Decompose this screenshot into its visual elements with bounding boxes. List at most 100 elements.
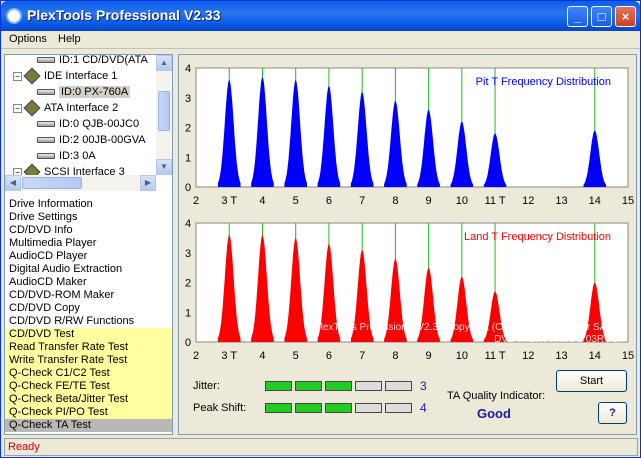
function-item[interactable]: CD/DVD Copy [9, 302, 80, 314]
tree-drive[interactable]: ID:2 00JB-00GVA [37, 132, 146, 148]
collapse-icon[interactable]: − [13, 71, 22, 81]
distribution-peak [284, 79, 307, 187]
function-item[interactable]: Q-Check PI/PO Test [5, 406, 172, 419]
function-item[interactable]: Digital Audio Extraction [9, 263, 123, 275]
scroll-right-arrow-icon[interactable]: ▶ [140, 175, 156, 191]
x-tick-label: 9 [426, 195, 432, 207]
y-tick-label: 4 [185, 218, 191, 230]
tree-vertical-scrollbar[interactable]: ▲ ▼ [156, 55, 172, 175]
tree-item-label: ID:0 PX-760A [59, 86, 131, 98]
tree-drive[interactable]: ID:3 0A [37, 148, 96, 164]
scroll-down-arrow-icon[interactable]: ▼ [156, 159, 172, 175]
y-tick-label: 3 [185, 248, 191, 260]
tree-item-label: SCSI Interface 3 [44, 166, 125, 175]
maximize-button[interactable]: □ [591, 6, 612, 27]
device-tree[interactable]: ID:1 CD/DVD(ATA − IDE Interface 1 ID:0 PX-7… [5, 55, 172, 175]
ta-results-panel: Jitter: 3 Peak Shift: 4 TA Quality Indic… [179, 365, 638, 436]
y-tick-label: 0 [185, 182, 191, 194]
chart-title: Land T Frequency Distribution [464, 231, 611, 243]
scroll-thumb-horizontal[interactable] [22, 177, 82, 189]
start-button[interactable]: Start [556, 370, 627, 392]
tree-horizontal-scrollbar[interactable]: ◀ ▶ [5, 175, 156, 191]
distribution-peak [583, 130, 607, 187]
drive-icon [37, 137, 55, 144]
tree-drive[interactable]: ID:1 CD/DVD(ATA [37, 55, 148, 68]
distribution-peak [417, 109, 440, 187]
app-icon [6, 8, 22, 24]
distribution-peak [251, 76, 274, 187]
function-item[interactable]: Read Transfer Rate Test [5, 341, 172, 354]
distribution-peak [483, 133, 507, 187]
drive-icon [37, 57, 55, 64]
help-button[interactable]: ? [598, 402, 627, 424]
function-item[interactable]: CD/DVD R/RW Functions [9, 315, 135, 327]
distribution-peak [217, 234, 241, 342]
distribution-peak [417, 267, 440, 342]
x-tick-label: 14 [589, 350, 601, 362]
distribution-peak [251, 234, 274, 342]
close-button[interactable]: × [615, 6, 636, 27]
function-item[interactable]: Drive Settings [9, 211, 78, 223]
menu-help[interactable]: Help [58, 33, 81, 45]
ta-quality-label: TA Quality Indicator: [447, 390, 546, 402]
x-tick-label: 12 [522, 195, 534, 207]
function-item[interactable]: Q-Check Beta/Jitter Test [5, 393, 172, 406]
function-item[interactable]: AudioCD Player [9, 250, 88, 262]
scroll-thumb[interactable] [158, 91, 170, 131]
x-tick-label: 9 [426, 350, 432, 362]
x-tick-label: 2 [193, 350, 199, 362]
tree-drive[interactable]: ID:0 QJB-00JC0 [37, 116, 139, 132]
menu-options[interactable]: Options [9, 33, 47, 45]
x-tick-label: 2 [193, 195, 199, 207]
distribution-peak [483, 291, 507, 342]
function-item[interactable]: Q-Check C1/C2 Test [5, 367, 172, 380]
interface-icon [23, 163, 41, 175]
function-item[interactable]: Q-Check TA Test [5, 419, 172, 432]
scroll-up-arrow-icon[interactable]: ▲ [156, 55, 172, 71]
x-tick-label: 6 [326, 195, 332, 207]
distribution-peak [450, 121, 474, 187]
meter-segment [355, 381, 382, 391]
function-item[interactable]: CD/DVD-ROM Maker [9, 289, 115, 301]
tree-item-label: IDE Interface 1 [44, 70, 118, 82]
tree-item-label: ATA Interface 2 [44, 102, 119, 114]
function-list: Drive Information Drive Settings CD/DVD In… [5, 198, 172, 432]
function-item[interactable]: Q-Check FE/TE Test [5, 380, 172, 393]
tree-interface[interactable]: − IDE Interface 1 [13, 67, 118, 85]
x-tick-label: 11 T [485, 350, 506, 362]
meter-segment [325, 381, 352, 391]
minimize-button[interactable]: _ [567, 6, 588, 27]
drive-icon [37, 153, 55, 160]
distribution-peak [583, 282, 607, 342]
ta-quality-value: Good [477, 406, 511, 421]
function-item[interactable]: CD/DVD Test [5, 328, 172, 341]
x-tick-label: 4 [259, 350, 265, 362]
function-item[interactable]: Drive Information [9, 198, 93, 210]
function-item[interactable]: CD/DVD Info [9, 224, 73, 236]
tree-interface[interactable]: − SCSI Interface 3 [13, 163, 125, 175]
interface-icon [23, 67, 41, 85]
tree-interface[interactable]: − ATA Interface 2 [13, 99, 119, 117]
x-tick-label: 3 T [221, 195, 237, 207]
x-tick-label: 15 [622, 195, 634, 207]
x-tick-label: 13 [555, 350, 567, 362]
tree-item-label: ID:0 QJB-00JC0 [59, 118, 140, 130]
y-tick-label: 1 [185, 307, 191, 319]
x-tick-label: 5 [293, 350, 299, 362]
distribution-peak [350, 91, 374, 187]
x-tick-label: 8 [392, 195, 398, 207]
collapse-icon[interactable]: − [13, 167, 22, 175]
tree-drive[interactable]: ID:0 PX-760A [37, 84, 131, 100]
tree-item-label: ID:3 0A [59, 150, 96, 162]
drive-icon [37, 89, 55, 96]
function-item[interactable]: Write Transfer Rate Test [5, 354, 172, 367]
x-tick-label: 7 [359, 350, 365, 362]
function-item[interactable]: Multimedia Player [9, 237, 97, 249]
scroll-left-arrow-icon[interactable]: ◀ [5, 175, 21, 191]
title-bar[interactable]: PlexTools Professional V2.33 _ □ × [1, 1, 640, 31]
function-item[interactable]: AudioCD Maker [9, 276, 87, 288]
collapse-icon[interactable]: − [13, 103, 22, 113]
